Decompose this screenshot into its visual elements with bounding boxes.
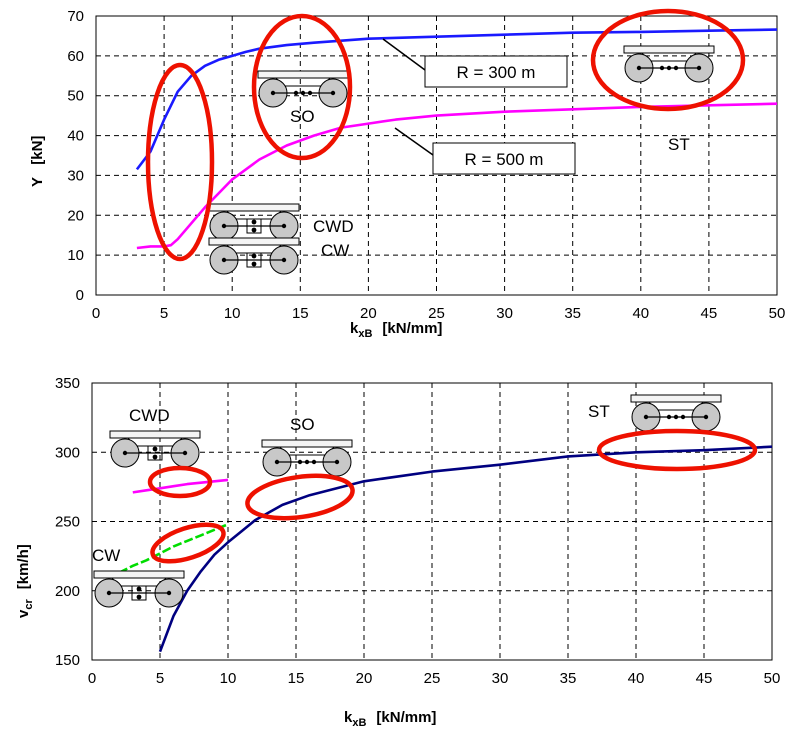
x-tick-label: 25	[424, 670, 441, 687]
x-tick-label: 5	[160, 305, 168, 322]
series-lines	[118, 445, 773, 653]
x-tick-label: 0	[92, 305, 100, 322]
highlight-ellipse-so	[251, 13, 353, 161]
chart-y-force: 0 5 10 15 20 25 30 35 40 45 50 0 10 20 30 40 50 60 70 kxB…	[29, 8, 785, 340]
x-tick-label: 45	[696, 670, 713, 687]
callout-leader-r500	[394, 127, 434, 156]
series-line-2-3	[118, 523, 229, 574]
x-axis-label-unit: [kN/mm]	[382, 320, 442, 337]
y-tick-label: 250	[55, 514, 80, 531]
x-tick-label: 20	[356, 670, 373, 687]
x-axis-label-main: k	[344, 709, 353, 726]
y-tick-labels: 150 200 250 300 350	[55, 375, 80, 669]
x-tick-label: 10	[220, 670, 237, 687]
x-tick-label: 35	[564, 305, 581, 322]
y-tick-label: 60	[67, 48, 84, 65]
x-tick-label: 50	[764, 670, 781, 687]
series-line-2-2	[132, 478, 229, 494]
highlight-ellipse-cwd	[147, 465, 213, 499]
x-tick-label: 50	[769, 305, 786, 322]
x-tick-label: 25	[428, 305, 445, 322]
highlight-ellipse-st	[590, 8, 746, 112]
bogie-st-icon	[623, 45, 715, 83]
highlight-ellipse-so	[245, 473, 355, 521]
x-tick-label: 30	[492, 670, 509, 687]
x-tick-label: 40	[628, 670, 645, 687]
x-axis-label: kxB [kN/mm]	[344, 709, 436, 729]
y-tick-labels: 0 10 20 30 40 50 60 70	[67, 8, 84, 304]
y-axis-label: Y [kN]	[29, 136, 46, 187]
x-tick-label: 30	[496, 305, 513, 322]
y-tick-label: 350	[55, 375, 80, 392]
y-tick-label: 20	[67, 207, 84, 224]
x-tick-label: 40	[632, 305, 649, 322]
x-axis-label-unit: [kN/mm]	[376, 709, 436, 726]
x-tick-label: 35	[560, 670, 577, 687]
y-tick-label: 30	[67, 167, 84, 184]
bogie-cwd-icon	[208, 203, 300, 241]
x-axis-label: kxB [kN/mm]	[350, 320, 442, 340]
callout-label-r500: R = 500 m	[465, 150, 544, 169]
x-tick-label: 10	[224, 305, 241, 322]
x-tick-label: 20	[360, 305, 377, 322]
x-axis-label-main: k	[350, 320, 359, 337]
x-axis-label-sub: xB	[352, 717, 366, 729]
callout-label-r300: R = 300 m	[457, 63, 536, 82]
annotation-cwd: CWD	[129, 406, 170, 425]
annotation-st: ST	[588, 402, 610, 421]
bogie-cwd-icon	[109, 430, 201, 468]
annotation-cw: CW	[321, 241, 349, 260]
bogie-so-icon	[257, 70, 349, 108]
bogie-cw-icon	[208, 237, 300, 275]
y-axis-label-main: v	[15, 609, 32, 618]
annotation-cwd: CWD	[313, 217, 354, 236]
bogie-cw-icon	[93, 570, 185, 608]
callout-leader-r300	[382, 38, 426, 71]
series-line-1-1	[135, 28, 778, 171]
series-line-2-1	[158, 445, 773, 653]
y-tick-label: 150	[55, 652, 80, 669]
y-tick-label: 10	[67, 247, 84, 264]
highlight-ellipse-st	[596, 428, 758, 472]
y-tick-label: 50	[67, 88, 84, 105]
y-axis-label-unit: [km/h]	[15, 544, 32, 589]
bogie-so-icon	[261, 439, 353, 477]
y-axis-label: vcr [km/h]	[15, 544, 35, 618]
gridlines	[92, 383, 772, 660]
x-tick-label: 15	[292, 305, 309, 322]
callout-box-r500	[432, 142, 576, 175]
y-tick-label: 200	[55, 583, 80, 600]
annotation-st: ST	[668, 135, 690, 154]
annotation-so: SO	[290, 107, 315, 126]
y-tick-label: 70	[67, 8, 84, 25]
annotation-cw: CW	[92, 546, 120, 565]
y-tick-label: 300	[55, 444, 80, 461]
y-axis-label-sub: cr	[23, 599, 35, 610]
annotation-so: SO	[290, 415, 315, 434]
y-tick-label: 0	[76, 287, 84, 304]
bogie-st-icon	[630, 394, 722, 432]
chart-critical-speed: 0 5 10 15 20 25 30 35 40 45 50 150 200 250 300 350 kxB…	[15, 375, 780, 729]
x-axis-label-sub: xB	[358, 328, 372, 340]
series-lines	[135, 28, 778, 250]
highlight-ellipse-transition	[145, 62, 215, 262]
x-tick-label: 45	[701, 305, 718, 322]
highlight-ellipse-cw	[150, 522, 226, 564]
x-tick-labels: 0 5 10 15 20 25 30 35 40 45 50	[88, 670, 781, 687]
x-tick-label: 5	[156, 670, 164, 687]
y-tick-label: 40	[67, 128, 84, 145]
x-tick-label: 0	[88, 670, 96, 687]
x-tick-label: 15	[288, 670, 305, 687]
x-tick-labels: 0 5 10 15 20 25 30 35 40 45 50	[92, 305, 786, 322]
callout-box-r300	[424, 55, 568, 88]
series-line-1-2	[136, 102, 778, 250]
